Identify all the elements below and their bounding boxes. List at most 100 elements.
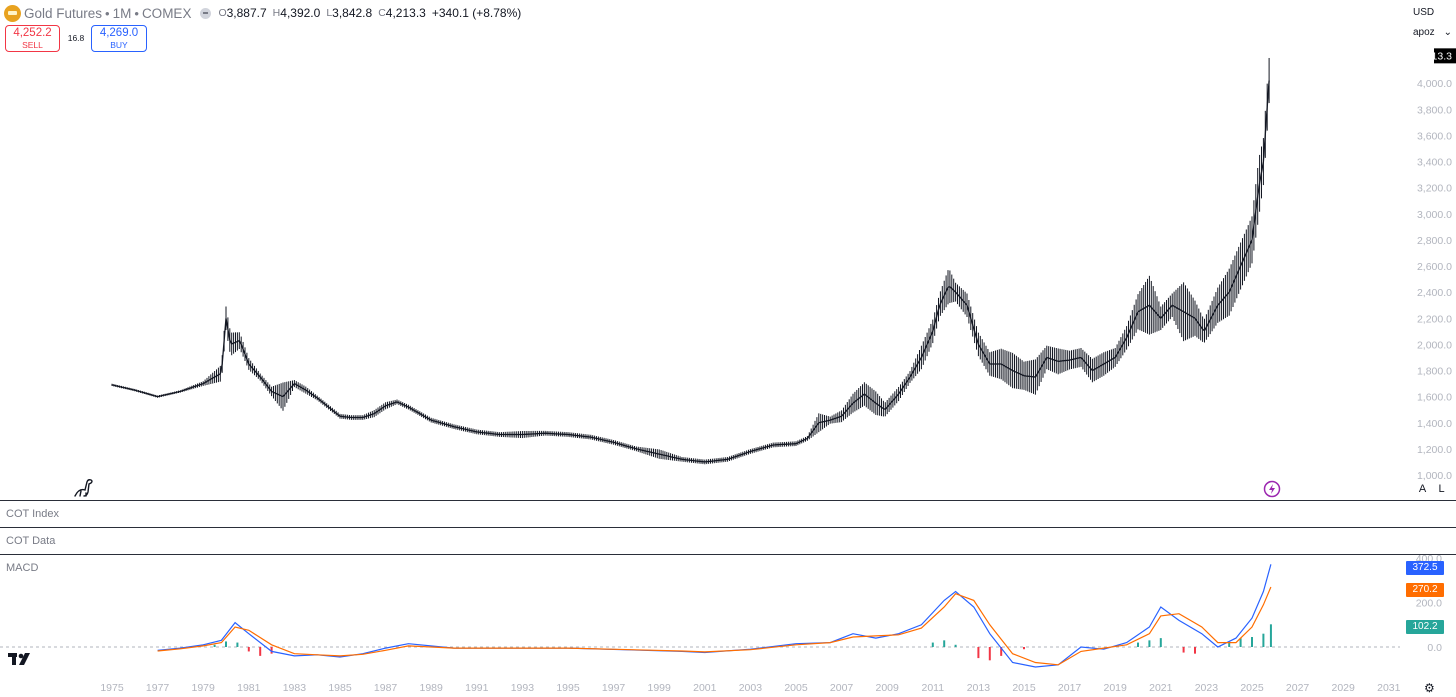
y-tick-label: 1,000.0 [1417,470,1452,482]
histogram-bar [225,641,227,647]
y-tick-label: 2,200.0 [1417,313,1452,325]
price-axis: 1,000.0 1,200.0 1,400.0 1,600.0 1,800.0 2,000… [1417,78,1452,482]
x-tick-label: 2015 [1012,682,1036,694]
currency-selector[interactable]: USD [1408,2,1456,22]
price-series [111,57,1270,465]
histogram-bar [1148,640,1151,647]
histogram-bar [1137,642,1139,647]
x-tick-label: 2017 [1057,682,1082,694]
macd-histogram [213,624,1272,661]
spread-value: 16.8 [67,33,85,43]
gear-icon[interactable]: ⚙ [1424,681,1435,695]
signal-line [157,586,1272,666]
histogram-bar [1262,633,1265,647]
histogram-bar [954,644,957,647]
histogram-bar [1159,638,1162,647]
exchange-label: COMEX [141,5,192,21]
y-tick-label: 4,000.0 [1417,78,1452,90]
sell-price: 4,252.2 [13,27,52,39]
dinosaur-icon[interactable] [73,476,95,498]
price-chart[interactable]: 1,000.0 1,200.0 1,400.0 1,600.0 1,800.0 2,000… [0,0,1456,500]
macd-lines [157,564,1272,668]
ohlc-open-key: O [218,7,227,19]
sell-button[interactable]: 4,252.2 SELL [5,25,60,52]
histogram-bar [1228,642,1231,647]
x-tick-label: 2001 [693,682,717,694]
x-tick-label: 2025 [1240,682,1264,694]
x-tick-label: 2027 [1285,682,1310,694]
histogram-bar [1194,647,1196,654]
lightning-icon[interactable] [1263,480,1281,498]
y-tick-label: 2,400.0 [1417,287,1452,299]
x-tick-label: 2007 [829,682,854,694]
y-tick-label: 3,400.0 [1417,157,1452,169]
tradingview-logo-icon [8,652,34,671]
histogram-bar [1023,647,1025,650]
histogram-bar [1182,647,1185,653]
buy-button[interactable]: 4,269.0 BUY [91,25,147,52]
y-tick-label: 1,800.0 [1417,366,1452,378]
x-tick-label: 1987 [373,682,398,694]
histogram-bar [1000,647,1003,656]
ohlc-low-key: L [326,7,333,19]
x-tick-label: 2013 [966,682,991,694]
separator-dot: • [105,5,110,21]
y-tick-label: 3,800.0 [1417,104,1452,116]
macd-y-tick-label: 0.0 [1427,642,1442,654]
macd-label: MACD [6,562,39,574]
histogram-value-badge: 102.2 [1406,620,1444,634]
histogram-bar [943,640,946,647]
buy-price: 4,269.0 [99,27,139,39]
x-tick-label: 2031 [1377,682,1401,694]
symbol-name[interactable]: Gold Futures [24,5,103,21]
chevron-down-icon: ⌄ [1443,26,1452,38]
x-tick-label: 1981 [237,682,261,694]
chart-header: Gold Futures • 1M • COMEX O 3,887.7 H 4,39… [4,3,521,23]
buy-label: BUY [110,40,128,50]
sell-label: SELL [22,40,43,50]
histogram-bar [236,642,239,647]
x-tick-label: 1999 [647,682,671,694]
pane-divider[interactable] [0,554,1456,555]
macd-chart[interactable]: 0.0 200.0 400.0 [0,555,1456,675]
macd-value-badge: 372.5 [1406,561,1444,575]
price-change: +340.1 (+8.78%) [431,6,522,20]
histogram-bar [247,647,250,652]
currency-label: USD [1413,6,1435,18]
histogram-bar [977,647,980,659]
x-tick-label: 1979 [191,682,215,694]
auto-scale-button[interactable]: A [1418,482,1427,495]
pane-divider[interactable] [0,500,1456,501]
ohlc-close-value: 4,213.3 [385,6,426,20]
x-tick-label: 2003 [738,682,763,694]
gold-coin-icon [4,4,21,22]
signal-value-badge: 270.2 [1406,583,1444,597]
scale-mode-label: apoz [1413,26,1435,38]
macd-axis: 0.0 200.0 400.0 [0,555,1442,654]
ohlc-high-value: 4,392.0 [280,6,321,20]
macd-y-tick-label: 200.0 [1416,598,1442,610]
scale-mode-selector[interactable]: apoz ⌄ [1408,22,1456,42]
histogram-bar [1239,638,1242,647]
histogram-bar [213,644,216,647]
last-price-label: 4,213.3 [1417,50,1452,62]
y-tick-label: 1,400.0 [1417,418,1452,430]
x-tick-label: 1977 [145,682,170,694]
histogram-bar [270,647,273,654]
y-tick-label: 2,800.0 [1417,235,1452,247]
x-tick-label: 1997 [601,682,626,694]
x-tick-label: 2011 [921,682,945,694]
interval-label[interactable]: 1M [112,5,132,21]
x-tick-label: 2005 [784,682,808,694]
y-tick-label: 1,200.0 [1417,444,1452,456]
y-tick-label: 3,000.0 [1417,209,1452,221]
pane-divider[interactable] [0,527,1456,528]
eye-toggle-icon[interactable] [200,7,212,19]
x-tick-label: 1983 [282,682,307,694]
ohlc-low-value: 3,842.8 [332,6,373,20]
macd-line [157,564,1272,668]
log-scale-button[interactable]: L [1438,482,1445,495]
price-line [111,80,1270,463]
x-tick-label: 1985 [328,682,352,694]
histogram-bar [1251,637,1253,647]
